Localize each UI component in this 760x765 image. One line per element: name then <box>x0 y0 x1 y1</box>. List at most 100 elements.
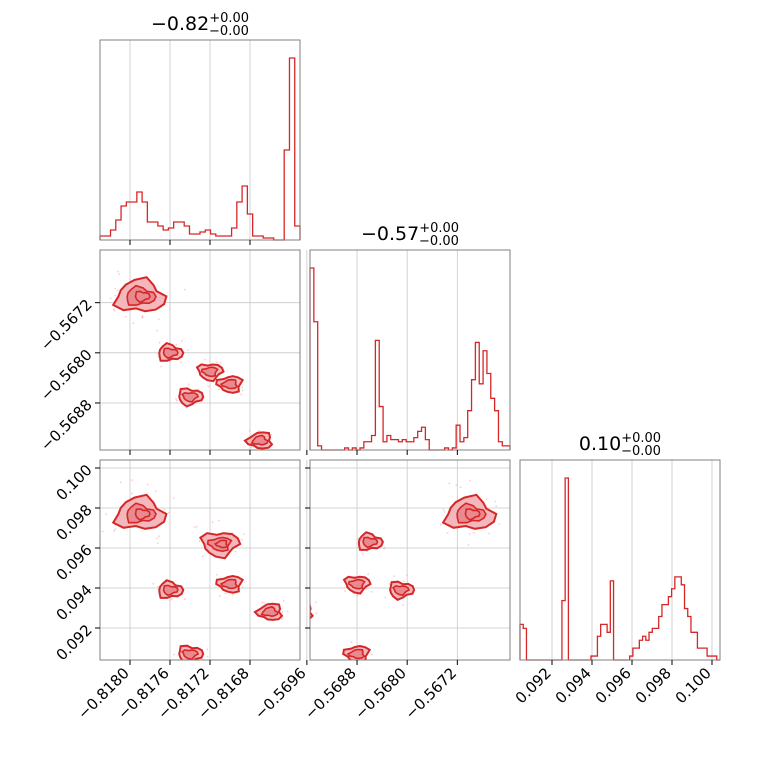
scatter-point-p2_vs_p1-2-9 <box>175 398 177 400</box>
scatter-point-p3_vs_p2-0-24 <box>440 523 442 526</box>
scatter-point-p3_vs_p1-0-22 <box>93 510 95 512</box>
scatter-point-p2_vs_p1-0-6 <box>168 307 171 310</box>
tick-label-x-p3-2: 0.096 <box>592 664 635 707</box>
scatter-point-p3_vs_p1-2-1 <box>206 655 209 658</box>
scatter-point-p3_vs_p2-2-7 <box>388 583 390 585</box>
scatter-point-p3_vs_p1-0-2 <box>105 513 108 516</box>
scatter-point-p3_vs_p1-1-2 <box>169 599 171 602</box>
title-p1: −0.82+0.00 −0.00 <box>151 11 249 39</box>
scatter-point-p3_vs_p1-4-9 <box>232 594 234 596</box>
scatter-point-p2_vs_p1-4-4 <box>240 393 243 396</box>
scatter-point-p2_vs_p1-0-18 <box>125 315 127 318</box>
title-p3: 0.10+0.00 −0.00 <box>579 431 661 459</box>
scatter-point-p3_vs_p1-4-5 <box>241 586 244 589</box>
scatter-point-p3_vs_p2-2-5 <box>402 580 405 583</box>
scatter-point-p2_vs_p1-4-8 <box>218 388 221 391</box>
tick-label-y-p2-1: −0.5680 <box>37 346 96 405</box>
scatter-point-p3_vs_p1-4-4 <box>216 573 218 576</box>
title-p2: −0.57+0.00 −0.00 <box>361 221 459 249</box>
grid-layer <box>100 40 713 660</box>
scatter-point-p3_vs_p2-2-4 <box>384 596 387 599</box>
contour-inner-p2_vs_p1-1 <box>162 347 179 360</box>
contour-core-p2_vs_p1-0 <box>134 290 151 304</box>
scatter-point-p3_vs_p2-5-7 <box>304 618 306 620</box>
scatter-point-p3_vs_p2-0-27 <box>472 531 475 534</box>
scatter-point-p2_vs_p1-3-4 <box>219 361 222 364</box>
scatter-point-p3_vs_p2-5-5 <box>302 600 304 602</box>
scatter-point-p3_vs_p1-3-1 <box>241 539 243 541</box>
scatter-point-p2_vs_p1-2-3 <box>187 383 190 386</box>
scatter-point-p3_vs_p2-0-1 <box>494 500 497 503</box>
panel-frame-0-1 <box>99 249 301 451</box>
tick-label-y-p3-2: 0.096 <box>53 541 96 584</box>
scatter-point-p2_vs_p1-5-0 <box>258 429 260 432</box>
scatter-point-p3_vs_p1-5-9 <box>286 610 289 613</box>
contour-inner-p3_vs_p1-1 <box>162 584 179 597</box>
contour-inner-p2_vs_p1-3 <box>200 366 219 378</box>
scatter-point-p3_vs_p1-0-27 <box>114 528 117 531</box>
scatter-point-p2_vs_p1-5-9 <box>270 433 273 436</box>
scatter-point-p3_vs_p2-2-1 <box>402 604 405 606</box>
tick-label-y-p3-0: 0.092 <box>53 621 96 664</box>
contour-inner-p3_vs_p1-2 <box>181 649 200 660</box>
scatter-point-p3_vs_p2-3-3 <box>356 594 359 597</box>
scatter-point-p3_vs_p2-0-22 <box>468 533 471 536</box>
scatter-point-p3_vs_p2-5-8 <box>295 623 297 625</box>
contour-inner-p2_vs_p1-5 <box>250 434 269 446</box>
contour-inner-p3_vs_p2-4 <box>346 648 366 660</box>
scatter-point-p3_vs_p2-3-6 <box>344 590 347 593</box>
scatter-point-p2_vs_p1-1-5 <box>180 361 183 364</box>
histogram-p3 <box>519 477 720 661</box>
scatter-point-p2_vs_p1-0-4 <box>113 308 115 311</box>
scatter-point-p3_vs_p1-0-4 <box>163 508 166 511</box>
scatter-point-p3_vs_p1-0-19 <box>156 537 158 539</box>
contour-inner-p3_vs_p1-5 <box>260 605 279 618</box>
tick-label-y-p2-0: −0.5672 <box>37 296 96 355</box>
scatter-point-p2_vs_p1-1-9 <box>158 341 161 344</box>
scatter-point-p3_vs_p1-1-6 <box>157 585 160 588</box>
scatter-point-p3_vs_p1-0-6 <box>131 492 134 495</box>
scatter-point-p3_vs_p2-0-20 <box>448 482 451 485</box>
scatter-point-p3_vs_p1-2-4 <box>172 653 175 656</box>
tick-label-x-p2-3: −0.5696 <box>251 664 310 723</box>
scatter-point-p2_vs_p1-1-7 <box>186 349 189 351</box>
scatter-point-p2_vs_p1-0-0 <box>114 287 117 290</box>
contour-outer-p3_vs_p2-5 <box>310 603 314 620</box>
scatter-point-p2_vs_p1-2-6 <box>175 399 178 402</box>
scatter-point-p2_vs_p1-3-8 <box>215 361 218 364</box>
scatter-point-p3_vs_p1-5-6 <box>263 602 266 605</box>
scatter-point-p3_vs_p2-0-25 <box>485 498 488 500</box>
panel-p2_vs_p1 <box>109 270 274 450</box>
scatter-point-p3_vs_p2-1-4 <box>361 552 364 555</box>
contour-core-p3_vs_p2-0 <box>464 508 481 521</box>
scatter-point-p3_vs_p2-1-6 <box>357 538 359 540</box>
scatter-point-p3_vs_p1-3-13 <box>198 540 201 543</box>
scatter-point-p3_vs_p1-0-11 <box>95 500 97 502</box>
scatter-point-p3_vs_p2-4-9 <box>350 641 353 643</box>
scatter-point-p3_vs_p2-3-9 <box>367 573 370 576</box>
scatter-point-p2_vs_p1-1-8 <box>181 340 184 342</box>
scatter-point-p3_vs_p2-4-5 <box>367 661 369 663</box>
scatter-point-p3_vs_p1-0-7 <box>172 497 175 499</box>
scatter-point-p3_vs_p2-0-0 <box>469 479 471 482</box>
scatter-point-p3_vs_p1-0-15 <box>131 479 134 481</box>
scatter-point-p2_vs_p1-4-0 <box>241 386 244 389</box>
scatter-point-p3_vs_p2-5-2 <box>315 612 318 615</box>
scatter-point-p3_vs_p1-2-2 <box>187 664 189 666</box>
scatter-point-p3_vs_p2-0-23 <box>467 544 470 546</box>
scatter-point-p3_vs_p1-1-7 <box>183 598 186 600</box>
tick-label-x-p3-3: 0.098 <box>632 664 675 707</box>
tick-label-x-p2-0: −0.5672 <box>401 664 460 723</box>
scatter-point-p2_vs_p1-3-3 <box>204 358 206 361</box>
tick-label-x-p3-4: 0.100 <box>672 664 715 707</box>
scatter-point-p2_vs_p1-4-6 <box>241 389 244 392</box>
histogram-p2 <box>309 267 511 451</box>
scatter-point-p3_vs_p2-0-11 <box>442 508 445 511</box>
scatter-point-p3_vs_p2-5-9 <box>290 623 292 625</box>
contour-inner-p2_vs_p1-4 <box>219 378 239 390</box>
scatter-point-p3_vs_p2-0-19 <box>443 511 446 513</box>
scatter-point-p3_vs_p2-5-0 <box>293 626 295 628</box>
panel-p3_vs_p1 <box>93 479 289 666</box>
scatter-point-p3_vs_p1-3-5 <box>211 521 214 524</box>
